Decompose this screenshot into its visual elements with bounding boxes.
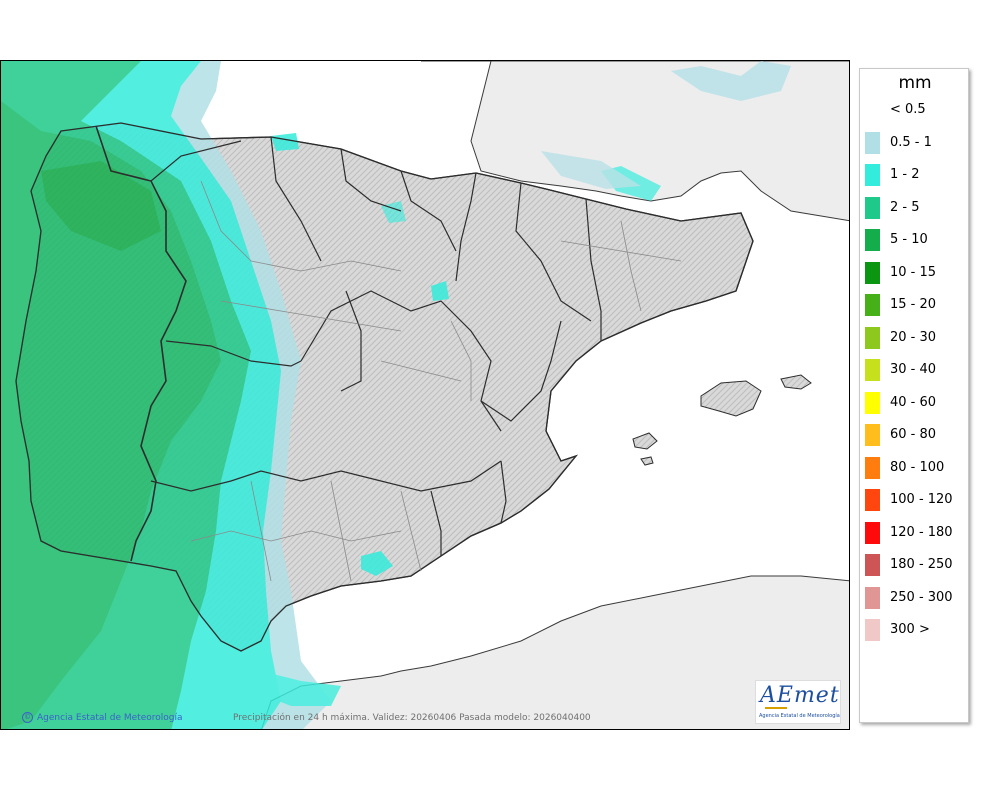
precipitation-field: [1, 61, 791, 729]
legend-swatch: [865, 261, 880, 284]
formentera: [640, 456, 654, 466]
legend-entry: 80 - 100: [860, 456, 970, 479]
legend-entry: < 0.5: [860, 99, 970, 121]
legend-label: 15 - 20: [890, 297, 937, 312]
legend-label: 40 - 60: [890, 394, 937, 410]
legend-entry: 100 - 120: [860, 489, 970, 511]
legend-swatch: [865, 294, 880, 316]
portugal-border: [95, 125, 187, 562]
legend-swatch: [865, 456, 880, 479]
legend-entry: 20 - 30: [860, 326, 970, 349]
legend-swatch: [865, 619, 880, 641]
legend-label: 10 - 15: [890, 264, 937, 280]
legend-swatch: [865, 391, 880, 414]
legend-label: 30 - 40: [890, 362, 937, 377]
legend-label: 1 - 2: [890, 167, 920, 182]
legend-entry: 30 - 40: [860, 359, 970, 381]
legend-entry: 40 - 60: [860, 391, 970, 414]
legend-unit: mm: [898, 73, 932, 93]
legend-swatch: [865, 229, 880, 251]
legend-swatch: [865, 554, 880, 576]
legend-entry: 1 - 2: [860, 164, 970, 186]
legend-swatch: [865, 196, 880, 219]
legend-entry: 15 - 20: [860, 294, 970, 316]
legend-label: 120 - 180: [890, 524, 953, 540]
aemet-logo: AEmet Agencia Estatal de Meteorología: [755, 680, 841, 724]
legend-label: < 0.5: [890, 102, 926, 117]
legend-entry: 0.5 - 1: [860, 131, 970, 154]
legend-label: 250 - 300: [890, 589, 953, 605]
legend-swatch: [865, 326, 880, 349]
legend-entry: 2 - 5: [860, 196, 970, 219]
legend-label: 5 - 10: [890, 232, 928, 247]
legend-swatch: [865, 424, 880, 446]
precipitation-map: [0, 60, 850, 730]
legend-entry: 10 - 15: [860, 261, 970, 284]
legend-label: 0.5 - 1: [890, 134, 932, 150]
legend-swatch: [865, 489, 880, 511]
copyright-icon: ©: [22, 712, 33, 723]
legend-panel: mm < 0.5 0.5 - 1 1 - 2 2 - 5 5 - 10 10 - 15 15…: [859, 68, 969, 723]
map-caption: Precipitación en 24 h máxima. Validez: 2…: [233, 713, 591, 723]
legend-swatch: [865, 521, 880, 544]
legend-label: 300 >: [890, 622, 930, 637]
menorca: [780, 374, 812, 390]
legend-swatch: [865, 99, 880, 121]
logo-word: AEmet: [760, 683, 840, 708]
legend-entry: 60 - 80: [860, 424, 970, 446]
mallorca: [700, 380, 762, 417]
legend-entry: 180 - 250: [860, 554, 970, 576]
legend-entry: 5 - 10: [860, 229, 970, 251]
legend-entry: 120 - 180: [860, 521, 970, 544]
credit-label: Agencia Estatal de Meteorología: [37, 713, 183, 723]
legend-swatch: [865, 131, 880, 154]
legend-label: 80 - 100: [890, 459, 945, 475]
legend-swatch: [865, 164, 880, 186]
ibiza: [632, 432, 658, 450]
credit-text: © Agencia Estatal de Meteorología: [22, 712, 183, 723]
legend-label: 180 - 250: [890, 557, 953, 572]
logo-subtitle: Agencia Estatal de Meteorología: [759, 713, 840, 719]
legend-swatch: [865, 586, 880, 609]
legend-label: 2 - 5: [890, 199, 920, 215]
map-canvas: [1, 61, 849, 729]
legend-entry: 300 >: [860, 619, 970, 641]
legend-entry: 250 - 300: [860, 586, 970, 609]
logo-accent: [765, 707, 787, 709]
legend-swatch: [865, 359, 880, 381]
region-borders: [150, 136, 602, 556]
legend-label: 100 - 120: [890, 492, 953, 507]
legend-label: 60 - 80: [890, 427, 937, 442]
legend-label: 20 - 30: [890, 329, 937, 345]
province-borders: [190, 180, 682, 582]
